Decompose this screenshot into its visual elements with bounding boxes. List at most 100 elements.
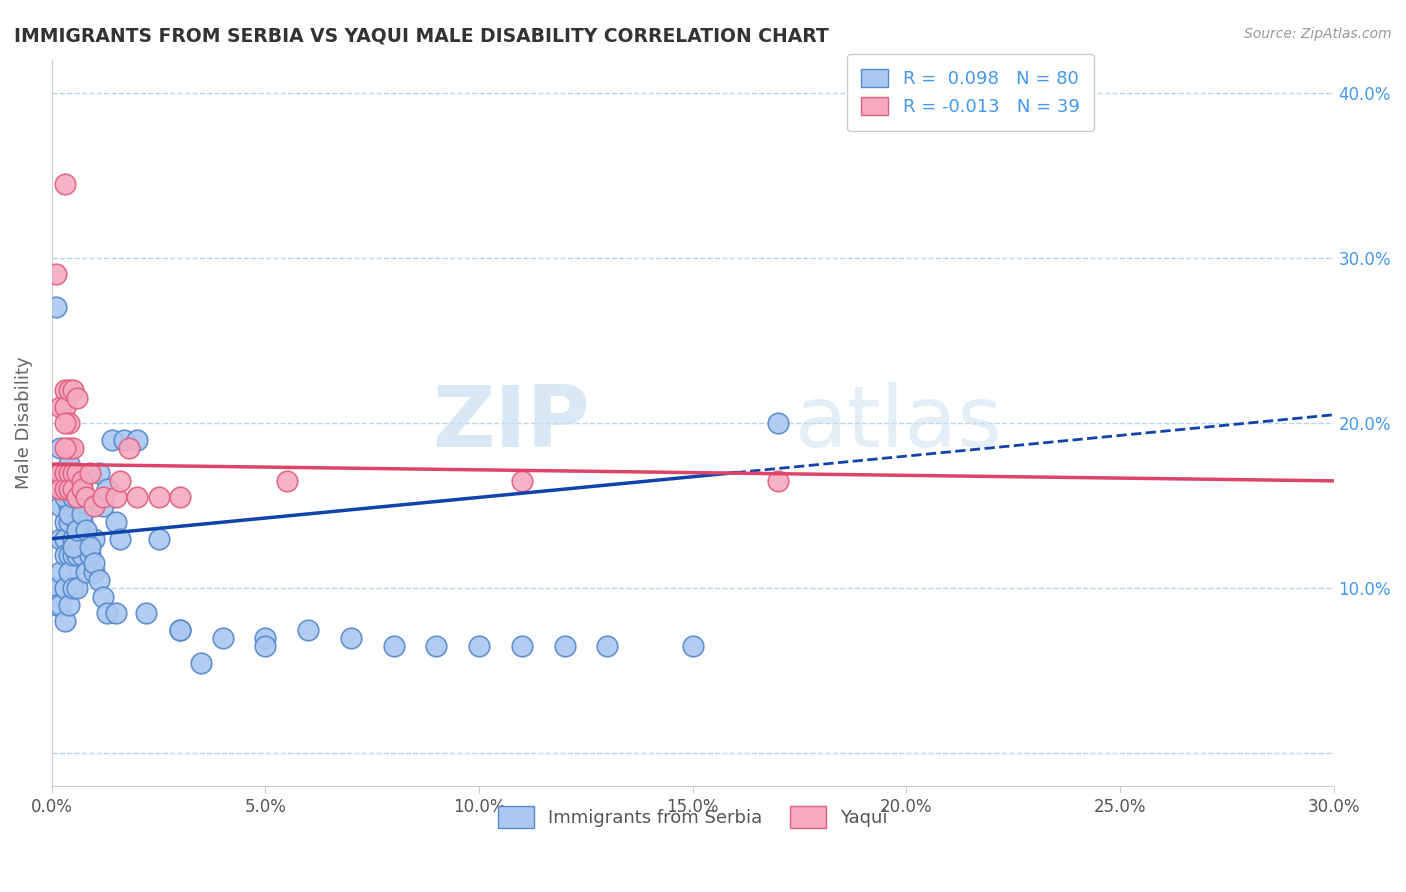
Point: [45, 301, 67, 315]
Point: [49, 565, 72, 579]
Legend: Immigrants from Serbia, Yaqui: Immigrants from Serbia, Yaqui: [491, 799, 894, 836]
Point: [510, 639, 533, 653]
Point: [425, 639, 447, 653]
Point: [211, 631, 233, 645]
Point: [49, 466, 72, 480]
Point: [83, 532, 105, 546]
Point: [45, 581, 67, 595]
Point: [49, 400, 72, 414]
Point: [53, 548, 76, 562]
Point: [62, 482, 84, 496]
Text: IMMIGRANTS FROM SERBIA VS YAQUI MALE DISABILITY CORRELATION CHART: IMMIGRANTS FROM SERBIA VS YAQUI MALE DIS…: [14, 27, 828, 45]
Point: [53, 532, 76, 546]
Point: [169, 623, 191, 637]
Point: [79, 540, 101, 554]
Point: [135, 606, 157, 620]
Point: [83, 499, 105, 513]
Point: [75, 491, 97, 505]
Point: [70, 507, 93, 521]
Point: [58, 458, 80, 472]
Point: [62, 499, 84, 513]
Point: [254, 639, 277, 653]
Point: [87, 466, 110, 480]
Point: [58, 441, 80, 455]
Point: [49, 499, 72, 513]
Point: [58, 466, 80, 480]
Point: [79, 499, 101, 513]
Point: [553, 639, 575, 653]
Point: [108, 474, 131, 488]
Point: [766, 474, 789, 488]
Point: [190, 656, 212, 670]
Point: [100, 433, 122, 447]
Point: [66, 548, 89, 562]
Point: [53, 474, 76, 488]
Point: [62, 548, 84, 562]
Point: [53, 581, 76, 595]
Point: [58, 515, 80, 529]
Point: [62, 441, 84, 455]
Point: [91, 491, 114, 505]
Point: [87, 573, 110, 587]
Point: [169, 491, 191, 505]
Text: ZIP: ZIP: [433, 382, 591, 465]
Point: [91, 590, 114, 604]
Point: [62, 491, 84, 505]
Point: [96, 606, 118, 620]
Point: [70, 548, 93, 562]
Point: [118, 441, 141, 455]
Point: [108, 532, 131, 546]
Point: [62, 540, 84, 554]
Point: [53, 441, 76, 455]
Point: [104, 606, 127, 620]
Point: [468, 639, 491, 653]
Point: [79, 466, 101, 480]
Point: [45, 598, 67, 612]
Point: [53, 177, 76, 191]
Point: [45, 466, 67, 480]
Point: [49, 482, 72, 496]
Point: [79, 548, 101, 562]
Point: [58, 548, 80, 562]
Point: [58, 499, 80, 513]
Point: [682, 639, 704, 653]
Point: [276, 474, 298, 488]
Point: [66, 581, 89, 595]
Text: Source: ZipAtlas.com: Source: ZipAtlas.com: [1244, 27, 1392, 41]
Point: [53, 400, 76, 414]
Point: [58, 482, 80, 496]
Point: [83, 557, 105, 571]
Point: [382, 639, 405, 653]
Point: [58, 598, 80, 612]
Point: [766, 416, 789, 430]
Point: [53, 615, 76, 629]
Point: [70, 474, 93, 488]
Point: [58, 383, 80, 397]
Point: [127, 433, 149, 447]
Point: [45, 268, 67, 282]
Point: [66, 491, 89, 505]
Point: [62, 532, 84, 546]
Point: [49, 466, 72, 480]
Point: [66, 491, 89, 505]
Point: [70, 482, 93, 496]
Point: [104, 515, 127, 529]
Point: [70, 515, 93, 529]
Point: [53, 466, 76, 480]
Point: [75, 532, 97, 546]
Point: [96, 482, 118, 496]
Point: [53, 482, 76, 496]
Point: [58, 416, 80, 430]
Point: [148, 491, 170, 505]
Point: [83, 565, 105, 579]
Point: [75, 524, 97, 538]
Point: [53, 491, 76, 505]
Point: [62, 466, 84, 480]
Point: [340, 631, 363, 645]
Point: [62, 383, 84, 397]
Point: [127, 491, 149, 505]
Point: [66, 532, 89, 546]
Point: [49, 532, 72, 546]
Point: [66, 515, 89, 529]
Point: [297, 623, 319, 637]
